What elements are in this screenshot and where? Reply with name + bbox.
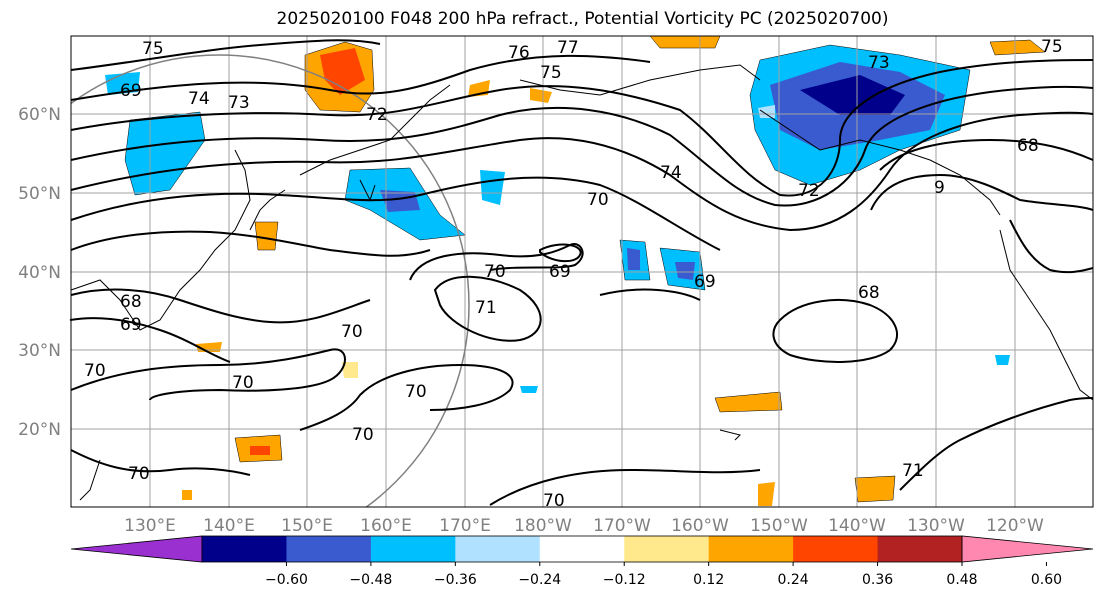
contour-label: 70 [128, 464, 150, 484]
colorbar-tick-label: −0.36 [434, 572, 477, 588]
contour-label: 70 [352, 425, 374, 445]
lon-label: 130°E [124, 516, 176, 536]
contour-label: 9 [934, 178, 945, 198]
contour-label: 70 [484, 262, 506, 282]
contour-label: 72 [798, 181, 820, 201]
contour-label: 70 [341, 322, 363, 342]
lon-label: 140°E [203, 516, 255, 536]
map-frame [70, 35, 1094, 508]
colorbar-tick-label: 0.60 [1031, 572, 1062, 588]
colorbar-segment [370, 536, 456, 562]
contour-label: 75 [1041, 37, 1063, 57]
contour-label: 74 [188, 89, 210, 109]
contours [69, 39, 1094, 506]
colorbar-tick-label: 0.12 [693, 572, 724, 588]
lon-label: 180°W [514, 516, 572, 536]
contour-label: 70 [84, 361, 106, 381]
contour-label: 73 [868, 53, 890, 73]
contour-label: 68 [858, 283, 880, 303]
lon-label: 170°W [593, 516, 651, 536]
lon-label: 160°W [671, 516, 729, 536]
lon-label: 120°W [986, 516, 1044, 536]
colorbar-tick-label: 0.36 [862, 572, 893, 588]
colorbar-segment [708, 536, 794, 562]
colorbar-tick-label: −0.60 [265, 572, 308, 588]
lat-label: 60°N [18, 105, 61, 125]
colorbar-extension-low [70, 535, 203, 563]
colorbar-segment [455, 536, 541, 562]
map-title: 2025020100 F048 200 hPa refract., Potent… [276, 9, 889, 29]
colorbar-segment [793, 536, 879, 562]
colorbar-tick-label: −0.12 [603, 572, 646, 588]
contour-label: 75 [142, 39, 164, 59]
contour-label: 77 [557, 38, 579, 58]
colorbar-tick-label: −0.24 [518, 572, 561, 588]
contour-label: 76 [508, 43, 530, 63]
range-circle [71, 54, 470, 507]
contour-label: 74 [660, 163, 682, 183]
lon-label: 140°W [828, 516, 886, 536]
longitude-labels: 130°E 140°E 150°E 160°E 170°E 180°W 170°… [124, 516, 1044, 536]
lon-label: 160°E [360, 516, 412, 536]
latitude-labels: 60°N 50°N 40°N 30°N 20°N [18, 105, 61, 440]
contour-label: 68 [120, 292, 142, 312]
contour-label: 71 [902, 461, 924, 481]
contour-labels: 75 74 73 72 76 77 75 73 74 70 69 68 69 7… [84, 37, 1063, 511]
contour-label: 70 [405, 382, 427, 402]
contour-label: 68 [1017, 136, 1039, 156]
colorbar-tick-label: 0.48 [946, 572, 977, 588]
contour-label: 69 [549, 262, 571, 282]
lat-label: 40°N [18, 263, 61, 283]
colorbar-tick-label: −0.48 [349, 572, 392, 588]
contour-label: 75 [540, 63, 562, 83]
colorbar-extension-high [961, 535, 1094, 563]
colorbar-segment [624, 536, 710, 562]
colorbar-tick-label: 0.24 [778, 572, 809, 588]
lat-label: 20°N [18, 420, 61, 440]
lon-label: 150°E [281, 516, 333, 536]
contour-label: 69 [120, 81, 142, 101]
contour-label: 73 [228, 93, 250, 113]
lon-label: 170°E [439, 516, 491, 536]
colorbar-segment [286, 536, 372, 562]
lat-label: 50°N [18, 184, 61, 204]
lon-label: 150°W [750, 516, 808, 536]
coastlines [70, 64, 1094, 501]
colorbar-outline [201, 535, 963, 563]
contour-label: 70 [587, 190, 609, 210]
contour-label: 72 [366, 105, 388, 125]
contour-label: 71 [475, 298, 497, 318]
contour-label: 70 [232, 373, 254, 393]
contour-label: 69 [120, 315, 142, 335]
lat-label: 30°N [18, 341, 61, 361]
contour-label: 70 [543, 491, 565, 511]
colorbar: −0.60 −0.48 −0.36 −0.24 −0.12 0.12 0.24 0.36 0.4… [70, 535, 1094, 588]
colorbar-segment [539, 536, 625, 562]
contour-label: 69 [694, 272, 716, 292]
colorbar-segment [877, 536, 963, 562]
colorbar-segment [202, 536, 287, 562]
lon-label: 130°W [907, 516, 965, 536]
